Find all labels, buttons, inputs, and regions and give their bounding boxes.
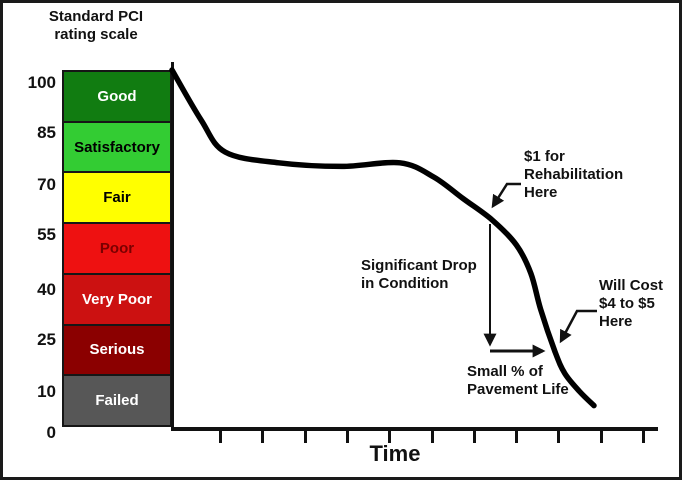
scale-band-good: Good bbox=[64, 72, 170, 123]
y-axis-label-25: 25 bbox=[37, 330, 56, 349]
x-axis-tick bbox=[219, 431, 222, 443]
x-axis-tick bbox=[515, 431, 519, 443]
x-axis-tick bbox=[430, 431, 434, 443]
x-axis-tick bbox=[303, 431, 307, 443]
x-axis-tick bbox=[261, 431, 265, 443]
x-axis-line bbox=[171, 427, 658, 431]
y-axis-label-0: 0 bbox=[46, 423, 56, 442]
x-axis-tick bbox=[557, 431, 561, 443]
x-axis-tick bbox=[599, 431, 603, 443]
annotation-will-cost: Will Cost $4 to $5 Here bbox=[599, 277, 664, 330]
rehab-leader-arrow bbox=[491, 182, 521, 209]
annotation-rehabilitation-cost: $1 for Rehabilitation Here bbox=[524, 148, 624, 201]
scale-title: Standard PCI rating scale bbox=[48, 8, 144, 43]
y-axis-label-100: 100 bbox=[27, 73, 56, 92]
scale-band-serious: Serious bbox=[64, 325, 170, 377]
y-axis-label-70: 70 bbox=[37, 175, 56, 194]
x-axis-title: Time bbox=[369, 441, 421, 466]
deterioration-curve bbox=[169, 67, 597, 409]
x-axis-tick bbox=[642, 431, 645, 443]
y-axis-line bbox=[171, 62, 174, 429]
scale-band-poor: Poor bbox=[64, 224, 170, 275]
pci-rating-scale: Good Satisfactory Fair Poor Very Poor Serious… bbox=[62, 70, 172, 427]
x-axis-tick bbox=[472, 431, 476, 443]
scale-band-fair: Fair bbox=[64, 173, 170, 225]
x-axis-tick bbox=[345, 431, 349, 443]
y-axis-label-10: 10 bbox=[37, 382, 56, 401]
scale-band-satisfactory: Satisfactory bbox=[64, 122, 170, 174]
annotation-small-percent-life: Small % of Pavement Life bbox=[467, 363, 569, 398]
annotation-significant-drop: Significant Drop in Condition bbox=[361, 257, 477, 292]
y-axis-label-85: 85 bbox=[37, 123, 56, 142]
y-axis-label-40: 40 bbox=[37, 280, 56, 299]
willcost-leader-arrow bbox=[559, 309, 597, 344]
scale-band-failed: Failed bbox=[64, 376, 170, 426]
y-axis-label-55: 55 bbox=[37, 225, 56, 244]
x-axis-tick bbox=[388, 431, 392, 443]
scale-band-very-poor: Very Poor bbox=[64, 274, 170, 326]
